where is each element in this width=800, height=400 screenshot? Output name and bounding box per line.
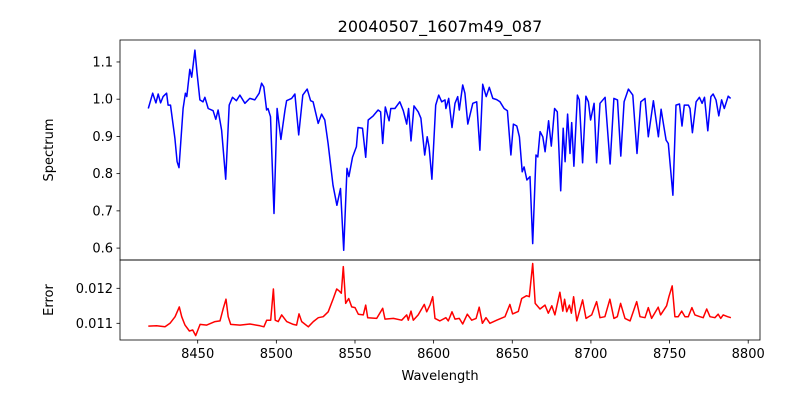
chart-title: 20040507_1607m49_087	[338, 17, 543, 37]
y-tick-label: 0.6	[92, 242, 113, 257]
error-series-line	[148, 262, 732, 337]
y-tick-label: 0.9	[92, 130, 113, 145]
spectrum-series-line	[147, 49, 732, 252]
y-axis-label-spectrum: Spectrum	[42, 119, 57, 182]
x-tick-label: 8700	[574, 347, 607, 362]
y-tick-label: 1.1	[92, 55, 113, 70]
x-tick-label: 8750	[653, 347, 686, 362]
x-axis-label: Wavelength	[401, 369, 478, 384]
y-tick-label: 1.0	[92, 93, 113, 108]
error-axes-frame	[119, 259, 761, 341]
x-tick-label: 8500	[260, 347, 293, 362]
y-tick-label: 0.8	[92, 167, 113, 182]
y-tick-label: 0.7	[92, 204, 113, 219]
x-tick-label: 8600	[417, 347, 450, 362]
y-tick-label: 0.011	[76, 317, 113, 332]
x-tick-label: 8650	[496, 347, 529, 362]
x-tick-label: 8450	[181, 347, 214, 362]
y-tick-label: 0.012	[76, 282, 113, 297]
x-tick-label: 8550	[338, 347, 371, 362]
x-tick-label: 8800	[732, 347, 765, 362]
y-axis-label-error: Error	[42, 284, 57, 316]
